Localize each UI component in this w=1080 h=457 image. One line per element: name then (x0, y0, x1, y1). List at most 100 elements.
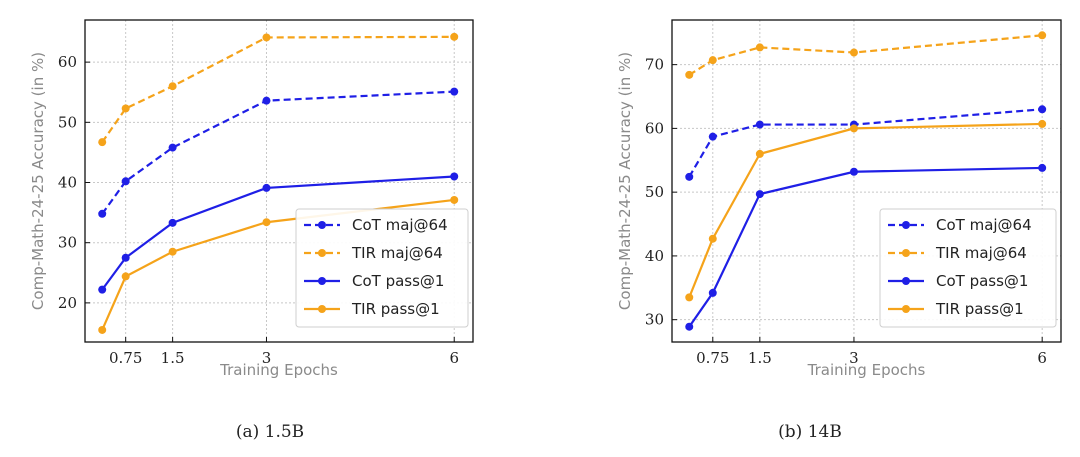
y-axis-label: Comp-Math-24-25 Accuracy (in %) (29, 52, 47, 310)
legend-label: TIR maj@64 (351, 244, 443, 262)
x-tick-label: 3 (849, 349, 859, 367)
data-point (262, 33, 271, 42)
series-line (688, 34, 1043, 76)
legend-swatch-marker (902, 221, 910, 229)
legend-label: CoT pass@1 (936, 272, 1028, 290)
legend: CoT maj@64 TIR maj@64 CoT pass@1 TIR pass@1 (295, 208, 469, 328)
legend-swatch-marker (318, 221, 326, 229)
data-point (755, 43, 764, 52)
y-axis-label: Comp-Math-24-25 Accuracy (in %) (616, 52, 634, 310)
x-tick-label: 3 (262, 349, 272, 367)
data-point (708, 234, 717, 243)
data-point (849, 48, 858, 57)
data-point (121, 104, 130, 113)
y-tick-label: 50 (58, 113, 77, 131)
chart-panel-a: 0.75 1.5 3 6 20 30 40 50 60 Training Epochs Comp-M… (29, 19, 474, 442)
x-axis-label: Training Epochs (807, 361, 926, 379)
data-point (168, 218, 177, 227)
legend-swatch-marker (318, 249, 326, 257)
data-point (755, 149, 764, 158)
legend-box (879, 208, 1057, 328)
legend-label: TIR pass@1 (935, 300, 1024, 318)
data-point (262, 96, 271, 105)
tick-marks (85, 61, 455, 342)
series-line (101, 90, 455, 215)
legend-swatch-marker (318, 305, 326, 313)
plot-frame (671, 19, 1062, 343)
x-tick-label: 6 (1037, 349, 1047, 367)
data-point (98, 285, 107, 294)
series-tir-maj-64 (98, 32, 459, 147)
data-point (262, 218, 271, 227)
plot-frame (84, 19, 474, 343)
data-point (450, 32, 459, 41)
chart-a: 0.75 1.5 3 6 20 30 40 50 60 Training Epochs Comp-M… (29, 19, 474, 379)
series-cot-maj-64 (685, 105, 1047, 181)
series-tir-pass-1 (685, 119, 1047, 302)
data-point (450, 172, 459, 181)
x-tick-label: 0.75 (109, 349, 142, 367)
y-tick-label: 40 (645, 247, 664, 265)
y-tick-label: 50 (645, 183, 664, 201)
y-tick-label: 30 (645, 311, 664, 329)
data-point (168, 82, 177, 91)
x-tick-label: 6 (449, 349, 459, 367)
legend-label: TIR maj@64 (935, 244, 1027, 262)
legend-label: CoT pass@1 (352, 272, 444, 290)
chart-b: 0.75 1.5 3 6 30 40 50 60 70 Training Epochs Comp-M… (616, 19, 1062, 379)
data-point (1038, 105, 1047, 114)
legend-swatch-marker (902, 305, 910, 313)
data-point (755, 190, 764, 199)
data-point (685, 70, 694, 79)
data-point (168, 143, 177, 152)
data-point (121, 272, 130, 281)
legend-label: CoT maj@64 (936, 216, 1032, 234)
chart-panel-b: 0.75 1.5 3 6 30 40 50 60 70 Training Epochs Comp-M… (540, 0, 1080, 457)
data-point (685, 322, 694, 331)
series-tir-maj-64 (685, 31, 1047, 79)
data-point (121, 253, 130, 262)
y-tick-label: 20 (58, 294, 77, 312)
legend-label: TIR pass@1 (351, 300, 440, 318)
y-tick-label: 60 (645, 119, 664, 137)
data-point (121, 177, 130, 186)
series-line (101, 35, 455, 143)
legend-swatch-marker (318, 277, 326, 285)
grid-lines (85, 20, 473, 342)
x-tick-label: 1.5 (748, 349, 772, 367)
data-point (98, 325, 107, 334)
series-cot-pass-1 (98, 172, 459, 294)
data-point (98, 138, 107, 147)
data-point (262, 183, 271, 192)
x-tick-label: 0.75 (696, 349, 729, 367)
legend-box (295, 208, 469, 328)
data-point (98, 209, 107, 218)
legend-swatch-marker (902, 277, 910, 285)
data-point (755, 120, 764, 129)
caption-a: (a) 1.5B (235, 422, 305, 442)
data-point (168, 247, 177, 256)
data-point (685, 293, 694, 302)
data-point (849, 167, 858, 176)
caption-b: (b) 14B (778, 422, 842, 442)
x-axis-label: Training Epochs (219, 361, 338, 379)
data-point (849, 124, 858, 133)
data-point (450, 87, 459, 96)
data-point (1038, 163, 1047, 172)
legend-label: CoT maj@64 (352, 216, 448, 234)
data-point (1038, 31, 1047, 40)
data-point (450, 195, 459, 204)
data-point (708, 132, 717, 141)
tick-marks (672, 64, 1043, 342)
data-point (1038, 119, 1047, 128)
y-tick-label: 60 (58, 53, 77, 71)
y-tick-label: 40 (58, 174, 77, 192)
data-point (708, 288, 717, 297)
series-cot-pass-1 (685, 163, 1047, 331)
y-tick-label: 70 (645, 56, 664, 74)
y-tick-label: 30 (58, 234, 77, 252)
data-point (708, 56, 717, 65)
data-point (685, 172, 694, 181)
legend: CoT maj@64 TIR maj@64 CoT pass@1 TIR pass@1 (879, 208, 1057, 328)
series-cot-maj-64 (98, 87, 459, 218)
